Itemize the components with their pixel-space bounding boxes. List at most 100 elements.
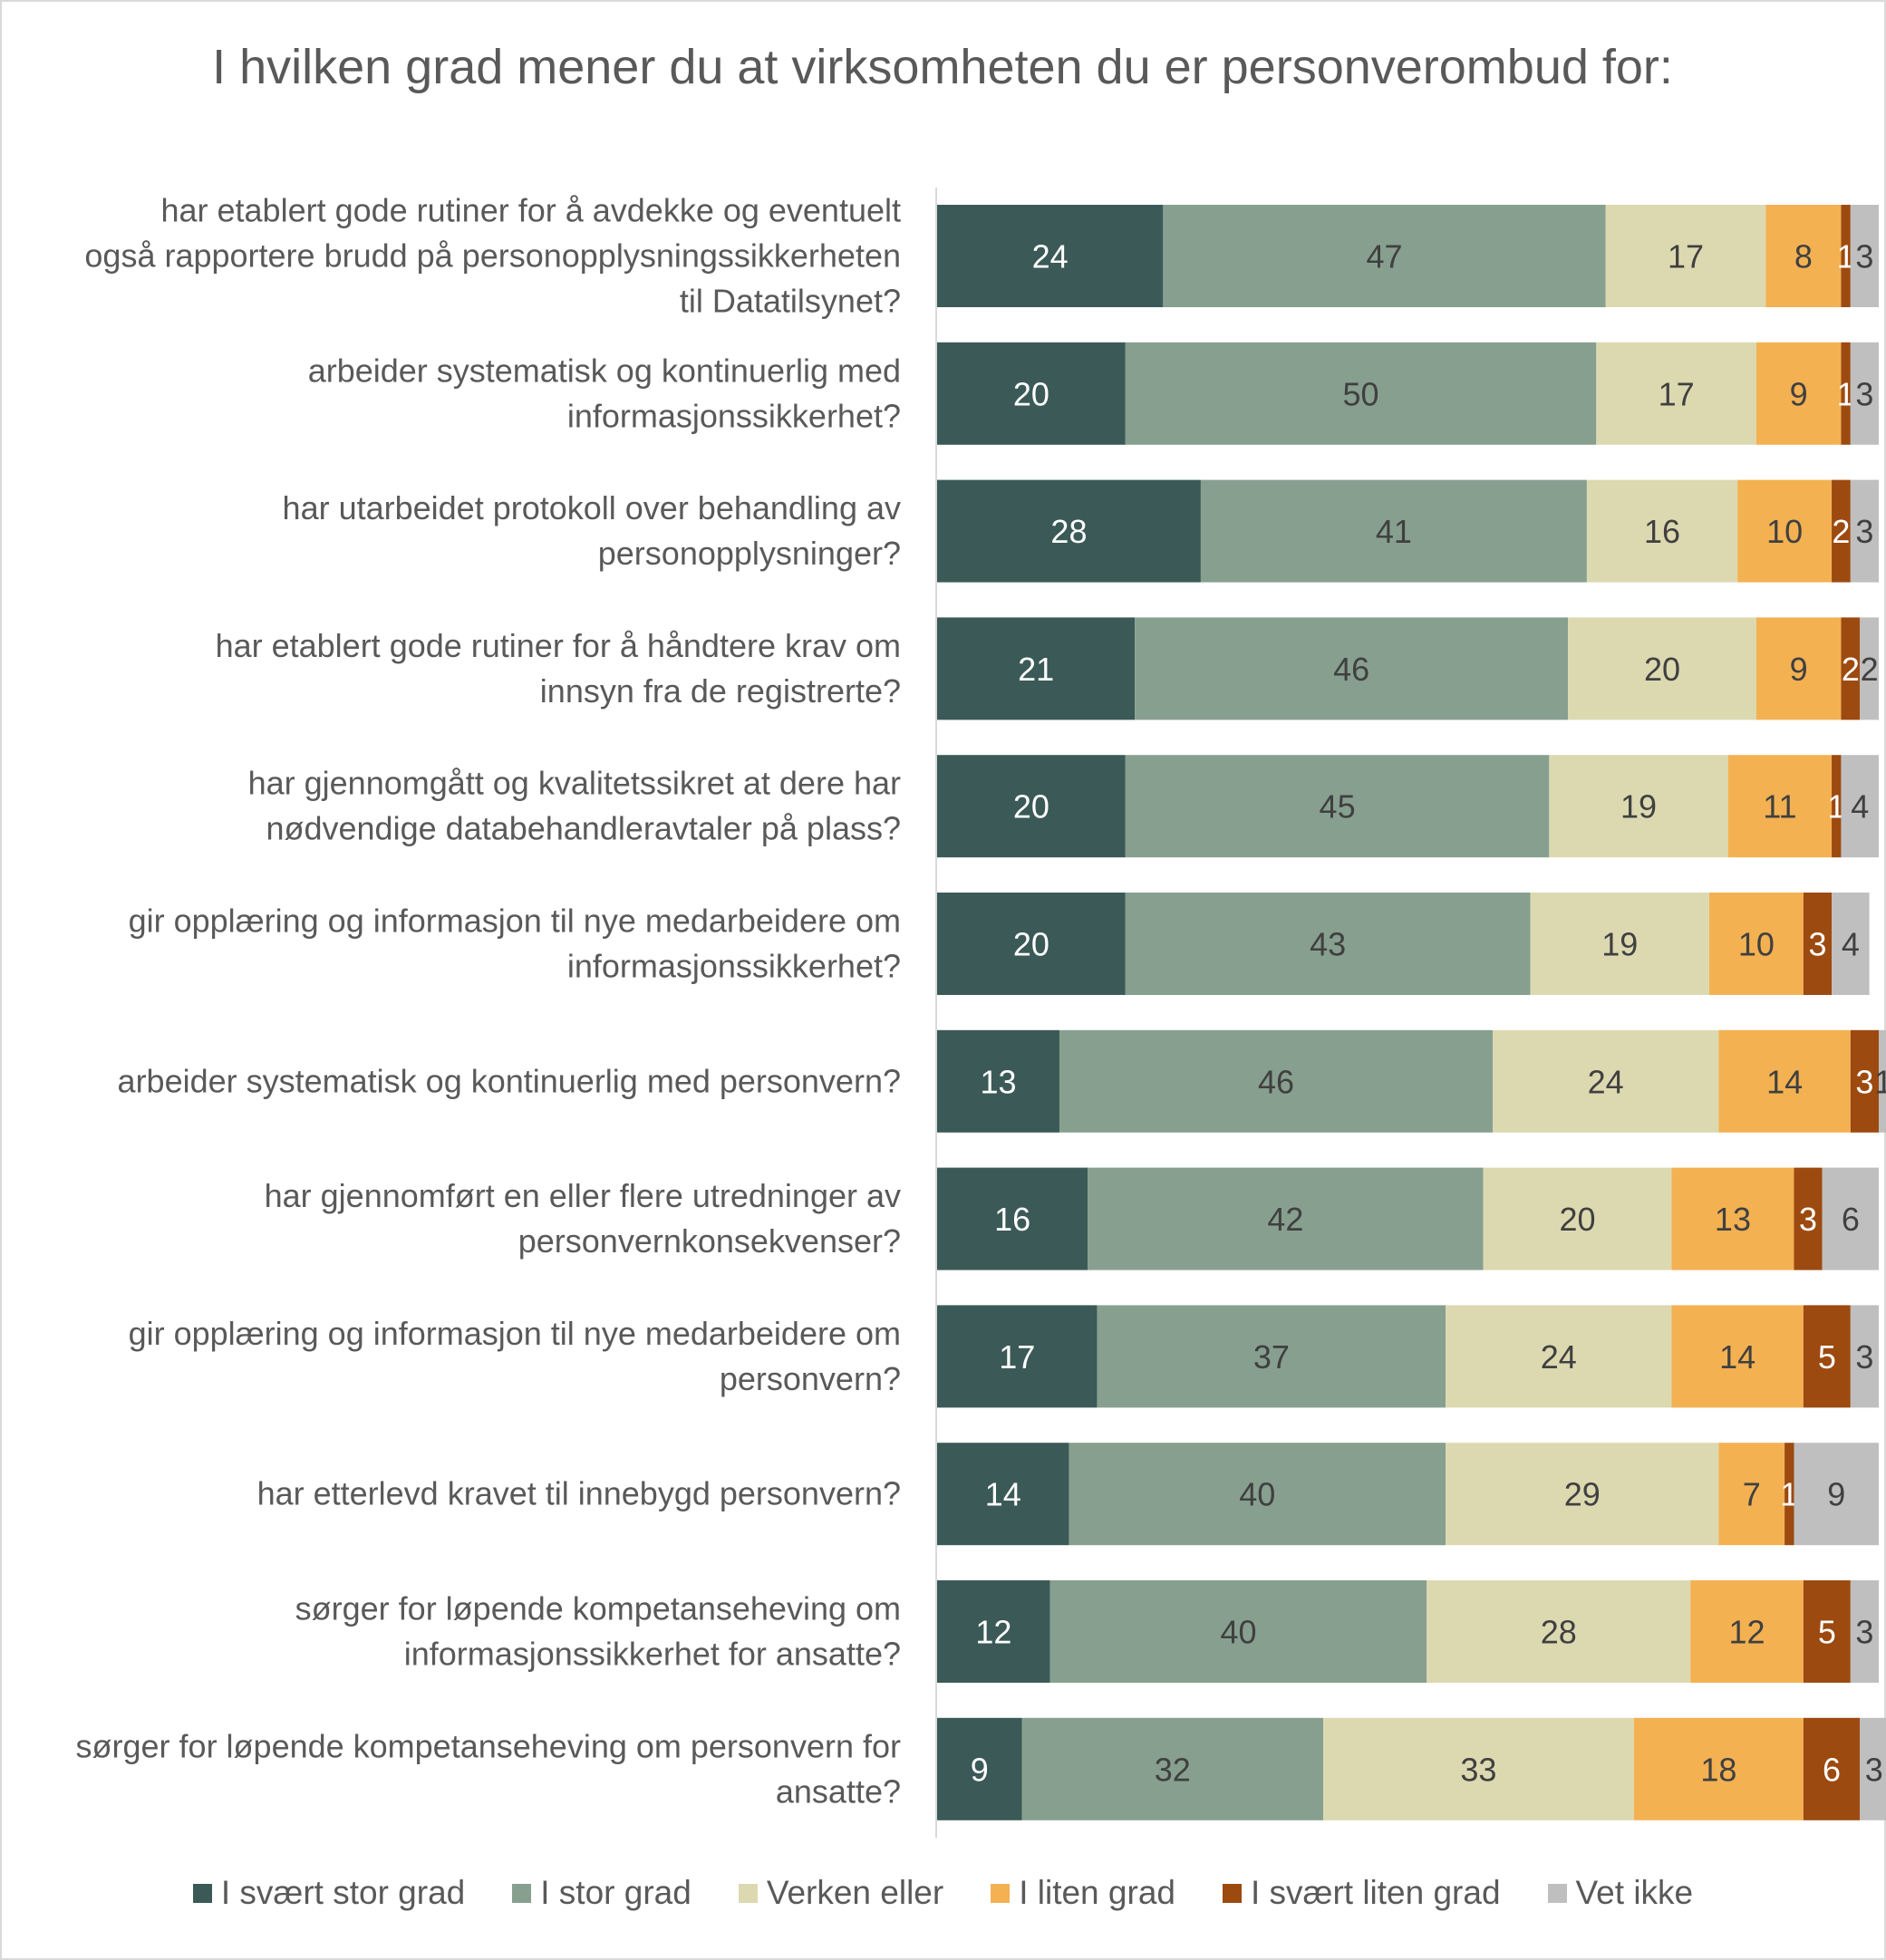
legend-swatch	[1547, 1883, 1567, 1903]
data-label: 46	[1333, 651, 1369, 688]
data-label: 16	[1644, 513, 1680, 550]
data-label: 20	[1013, 788, 1049, 826]
bar-segment	[1832, 479, 1851, 583]
data-label: 33	[1460, 1751, 1496, 1788]
bar-segment	[1549, 755, 1728, 858]
data-label: 17	[999, 1338, 1035, 1376]
bar-segment	[1125, 893, 1531, 995]
bar-segment	[1568, 617, 1756, 720]
legend-label: I svært liten grad	[1250, 1874, 1501, 1911]
bar-segment	[1727, 755, 1833, 858]
bar-segment	[1021, 1717, 1323, 1820]
category-label: har gjennomgått og kvalitetssikret at de…	[248, 765, 901, 847]
data-label: 20	[1013, 375, 1049, 412]
bar-segment	[1427, 1580, 1691, 1683]
bar-segment	[1530, 893, 1709, 995]
bar-segment	[1794, 1443, 1879, 1546]
category-label: sørger for løpende kompetanseheving om p…	[76, 1727, 901, 1810]
data-label: 10	[1738, 926, 1775, 963]
data-label: 5	[1818, 1338, 1836, 1376]
data-label: 19	[1620, 788, 1657, 826]
data-label: 32	[1155, 1751, 1191, 1788]
legend: I svært stor grad I stor grad Verken eller…	[0, 1874, 1886, 1912]
legend-swatch	[1222, 1883, 1242, 1903]
data-label: 17	[1659, 375, 1695, 412]
bar-segment	[1850, 1580, 1879, 1683]
data-label: 21	[1018, 651, 1054, 688]
data-label: 4	[1842, 926, 1860, 963]
data-label: 14	[985, 1476, 1021, 1513]
data-label: 24	[1541, 1338, 1577, 1376]
bar-segment	[937, 342, 1126, 445]
data-label: 4	[1851, 788, 1869, 826]
data-label: 50	[1343, 375, 1379, 412]
data-label: 3	[1855, 1614, 1873, 1651]
data-label: 1	[1827, 788, 1845, 826]
legend-label: I svært stor grad	[220, 1874, 466, 1911]
data-label: 14	[1766, 1063, 1803, 1100]
bar-segment	[1633, 1717, 1804, 1820]
data-label: 17	[1668, 238, 1704, 275]
data-label: 20	[1559, 1201, 1595, 1238]
bar-segment	[1671, 1167, 1794, 1270]
data-label: 40	[1239, 1476, 1275, 1513]
bar-segment	[1850, 342, 1879, 445]
data-label: 19	[1601, 926, 1638, 963]
data-label: 3	[1855, 238, 1873, 275]
data-label: 7	[1743, 1476, 1761, 1513]
bar-segment	[1850, 479, 1879, 583]
bar-segment	[1125, 342, 1597, 445]
legend-swatch	[192, 1883, 212, 1903]
data-label: 1	[1874, 1063, 1886, 1100]
bar-segment	[937, 1443, 1069, 1546]
data-label: 9	[1790, 375, 1808, 412]
bar-segment	[1850, 205, 1879, 307]
data-label: 5	[1818, 1614, 1836, 1651]
bar-segment	[1850, 1029, 1879, 1133]
bar-segment	[1163, 205, 1606, 307]
legend-label: I stor grad	[540, 1874, 692, 1911]
data-label: 20	[1644, 651, 1680, 688]
category-label: arbeider systematisk og kontinuerlig med…	[308, 352, 901, 434]
data-label: 3	[1855, 1063, 1873, 1100]
bar-segment	[1860, 1717, 1886, 1820]
bar-segment	[1860, 617, 1879, 720]
bar-segment	[937, 755, 1126, 858]
data-label: 18	[1700, 1751, 1736, 1788]
data-label: 13	[1715, 1201, 1751, 1238]
bar-segment	[1069, 1443, 1446, 1546]
bar-segment	[1794, 1167, 1823, 1270]
data-label: 1	[1837, 238, 1855, 275]
bar-segment	[1803, 1305, 1851, 1408]
bar-segment	[937, 479, 1201, 583]
data-label: 45	[1320, 788, 1356, 826]
data-label: 14	[1719, 1338, 1755, 1376]
data-label: 3	[1808, 926, 1826, 963]
data-label: 11	[1763, 788, 1796, 826]
data-label: 43	[1310, 926, 1346, 963]
bar-segment	[1483, 1167, 1672, 1270]
legend-item: I stor grad	[512, 1874, 692, 1912]
legend-item: I svært stor grad	[192, 1874, 466, 1912]
bar-segment	[937, 617, 1136, 720]
data-label: 9	[1827, 1476, 1845, 1513]
bar-segment	[1322, 1717, 1634, 1820]
bar-segment	[937, 1029, 1060, 1133]
data-label: 3	[1855, 513, 1873, 550]
category-label: har utarbeidet protokoll over behandling…	[283, 489, 901, 572]
data-label: 42	[1267, 1201, 1303, 1238]
legend-item: Vet ikke	[1547, 1874, 1693, 1912]
bar-segment	[937, 1717, 1022, 1820]
bar-segment	[1135, 617, 1569, 720]
bar-segment	[1446, 1443, 1719, 1546]
data-label: 12	[975, 1614, 1011, 1651]
legend-item: I liten grad	[991, 1874, 1175, 1912]
legend-label: Verken eller	[766, 1874, 944, 1911]
bar-segment	[1832, 893, 1870, 995]
bar-segment	[1446, 1305, 1672, 1408]
data-label: 20	[1013, 926, 1049, 963]
bar-segment	[1850, 1305, 1879, 1408]
data-label: 13	[981, 1063, 1017, 1100]
data-label: 9	[1790, 651, 1808, 688]
